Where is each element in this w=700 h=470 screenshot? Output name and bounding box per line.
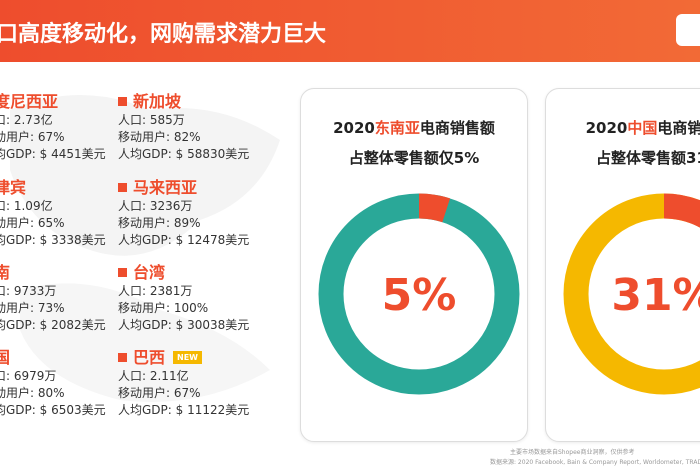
country-stat: 人口: 2381万: [118, 284, 193, 298]
donut-label: 5%: [382, 270, 457, 321]
country-stat: 动用户: 65%: [0, 216, 65, 230]
chart-subtitle: 占整体零售额31%: [596, 149, 700, 167]
country-stat: 人均GDP: $ 11122美元: [118, 403, 250, 417]
country-stat: 人均GDP: $ 12478美元: [118, 233, 250, 247]
country-header: 度尼西亚: [0, 92, 106, 112]
country-stat: 动用户: 73%: [0, 301, 65, 315]
country-header: 巴西 NEW: [118, 348, 249, 368]
country-stat: 口: 9733万: [0, 284, 57, 298]
country-block: 国口: 6979万 动用户: 80% 均GDP: $ 6503美元: [0, 348, 106, 419]
country-name: 度尼西亚: [0, 92, 59, 111]
country-stat: 人口: 2.11亿: [118, 369, 189, 383]
bullet: [118, 353, 127, 362]
country-name: 国: [0, 348, 11, 367]
chart-card: 2020东南亚电商销售额 占整体零售额仅5% 5%: [300, 88, 528, 442]
country-name: 马来西亚: [133, 178, 198, 197]
title-part: 电商销售额: [657, 119, 700, 137]
donut-label: 31%: [611, 270, 700, 321]
country-stat: 均GDP: $ 4451美元: [0, 147, 106, 161]
country-stat: 均GDP: $ 3338美元: [0, 233, 106, 247]
country-name: 台湾: [133, 263, 166, 282]
title-part: 2020: [585, 119, 628, 137]
country-name: 巴西: [133, 348, 166, 367]
country-block: 南口: 9733万 动用户: 73% 均GDP: $ 2082美元: [0, 263, 106, 334]
country-block: 马来西亚人口: 3236万 移动用户: 89% 人均GDP: $ 12478美元: [118, 178, 249, 249]
footer-note: 主要市场数据来自Shopee商业洞察，仅供参考: [510, 449, 635, 456]
country-stat: 移动用户: 100%: [118, 301, 209, 315]
new-badge: NEW: [173, 351, 202, 364]
chart-card: 2020中国电商销售额占整体零售额31% 31%: [545, 88, 700, 442]
title-part: 2020: [333, 119, 375, 137]
title-highlight: 中国: [627, 119, 658, 137]
country-stat: 人口: 3236万: [118, 199, 193, 213]
country-name: 南: [0, 263, 11, 282]
title-highlight: 东南亚: [374, 119, 420, 137]
country-stat: 人均GDP: $ 58830美元: [118, 147, 250, 161]
chart-title: 2020东南亚电商销售额: [301, 117, 527, 138]
country-stat: 动用户: 80%: [0, 386, 65, 400]
country-header: 律宾: [0, 178, 106, 198]
country-stat: 口: 1.09亿: [0, 199, 53, 213]
country-block: 台湾人口: 2381万移动用户: 100% 人均GDP: $ 30038美元: [118, 263, 249, 334]
bullet: [118, 268, 127, 277]
country-stat: 均GDP: $ 6503美元: [0, 403, 106, 417]
title-part: 电商销售额: [419, 119, 495, 137]
donut-chart: 5%: [318, 193, 520, 395]
country-stat: 移动用户: 82%: [118, 130, 201, 144]
country-header: 国: [0, 348, 106, 368]
header-title: 口高度移动化，网购需求潜力巨大: [0, 22, 327, 47]
logo: [676, 14, 700, 46]
bullet: [118, 97, 127, 106]
country-header: 马来西亚: [118, 178, 249, 198]
header-bar: 口高度移动化，网购需求潜力巨大: [0, 0, 700, 62]
chart-title: 2020中国电商销售额: [546, 117, 700, 138]
country-header: 新加坡: [118, 92, 249, 112]
country-name: 新加坡: [133, 92, 182, 111]
bullet: [118, 183, 127, 192]
country-block: 巴西 NEW 人口: 2.11亿 移动用户: 67% 人均GDP: $ 11122美元: [118, 348, 249, 419]
country-header: 台湾: [118, 263, 249, 283]
donut-chart: 31%: [563, 193, 700, 395]
country-name: 律宾: [0, 178, 27, 197]
country-stat: 移动用户: 89%: [118, 216, 201, 230]
footer-source: 数据来源: 2020 Facebook, Bain & Company Repo…: [490, 459, 700, 466]
country-stat: 人均GDP: $ 30038美元: [118, 318, 250, 332]
country-stat: 移动用户: 67%: [118, 386, 201, 400]
donut-segment: [418, 193, 451, 223]
country-stat: 人口: 585万: [118, 113, 185, 127]
donut-segment: [663, 193, 700, 228]
world-map: [10, 95, 280, 402]
country-block: 律宾口: 1.09亿 动用户: 65% 均GDP: $ 3338美元: [0, 178, 106, 249]
country-header: 南: [0, 263, 106, 283]
country-stat: 口: 6979万: [0, 369, 57, 383]
country-block: 新加坡人口: 585万移动用户: 82% 人均GDP: $ 58830美元: [118, 92, 249, 163]
country-stat: 均GDP: $ 2082美元: [0, 318, 106, 332]
country-stat: 动用户: 67%: [0, 130, 65, 144]
country-stat: 口: 2.73亿: [0, 113, 53, 127]
chart-subtitle: 占整体零售额仅5%: [348, 149, 480, 167]
country-block: 度尼西亚口: 2.73亿 动用户: 67% 均GDP: $ 4451美元: [0, 92, 106, 163]
